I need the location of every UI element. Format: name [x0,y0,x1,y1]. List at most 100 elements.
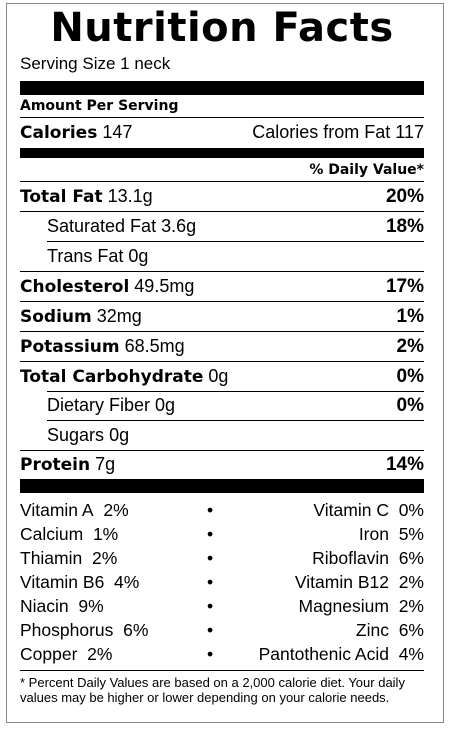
vitamin-value: 2% [398,596,424,616]
nutrient-amount: 49.5mg [134,276,195,296]
divider [20,331,424,332]
daily-value-header: % Daily Value* [309,162,424,178]
nutrient-dv: 20% [385,186,424,207]
divider [20,361,424,362]
divider [20,271,424,272]
nutrient-amount: 0g [208,366,229,386]
nutrient-row-potassium: Potassium 68.5mg 2% [20,332,424,361]
nutrient-dv: 0% [396,395,424,416]
divider [20,117,424,118]
nutrient-amount: 13.1g [107,186,153,206]
nutrient-name: Cholesterol [20,277,130,297]
nutrient-row-trans-fat: Trans Fat 0g [20,242,424,271]
nutrient-name: Dietary Fiber [47,395,151,415]
vitamin-value: 1% [92,524,119,544]
nutrient-name: Protein [20,455,91,475]
medium-divider [20,148,424,158]
vitamin-name: Vitamin B6 [20,572,105,592]
nutrient-amount: 68.5mg [124,336,185,356]
vitamin-value: 0% [398,500,424,520]
vitamin-name: Phosphorus [20,620,114,640]
nutrient-dv: 14% [385,454,424,475]
serving-size: Serving Size 1 neck [20,54,171,73]
nutrient-dv: 1% [396,306,424,327]
divider [47,420,424,421]
calories-value: 147 [102,122,133,142]
vitamin-row: Niacin 9% • Magnesium 2% [20,594,424,618]
nutrient-name: Sugars [47,425,105,445]
divider [47,391,424,392]
divider [20,301,424,302]
vitamin-name: Pantothenic Acid [258,644,389,664]
thick-divider [20,81,424,95]
vitamin-name: Iron [358,524,389,544]
vitamin-value: 9% [78,596,104,616]
vitamin-name: Zinc [355,620,389,640]
bullet-separator: • [207,500,214,520]
vitamin-row: Phosphorus 6% • Zinc 6% [20,618,424,642]
nutrient-name: Potassium [20,337,120,357]
vitamin-value: 2% [398,572,424,592]
nutrient-row-protein: Protein 7g 14% [20,450,424,479]
nutrient-name: Total Carbohydrate [20,367,204,387]
divider [20,211,424,212]
bullet-separator: • [207,644,214,664]
bullet-separator: • [207,524,214,544]
nutrient-row-dietary-fiber: Dietary Fiber 0g 0% [20,391,424,420]
nutrient-name: Trans Fat [47,246,124,266]
vitamin-name: Calcium [20,524,84,544]
vitamin-row: Vitamin B6 4% • Vitamin B12 2% [20,570,424,594]
nutrient-amount: 0g [109,425,130,445]
vitamin-value: 4% [114,572,140,592]
nutrient-row-total-carbohydrate: Total Carbohydrate 0g 0% [20,362,424,391]
vitamin-value: 2% [91,548,118,568]
footnote: * Percent Daily Values are based on a 2,… [20,675,405,705]
divider [20,450,424,451]
nutrient-dv: 0% [396,366,424,387]
vitamin-name: Thiamin [20,548,83,568]
vitamin-value: 6% [398,548,424,568]
calories-row: Calories 147 Calories from Fat 117 [20,118,424,147]
label-title: Nutrition Facts [50,5,394,51]
nutrient-name: Sodium [20,307,92,327]
nutrient-amount: 7g [95,454,116,474]
nutrition-label: Nutrition Facts Serving Size 1 neck Amou… [6,3,444,723]
daily-value-header-row: % Daily Value* [20,159,424,181]
nutrient-row-total-fat: Total Fat 13.1g 20% [20,182,424,211]
nutrient-row-sodium: Sodium 32mg 1% [20,302,424,331]
bullet-separator: • [207,572,214,592]
nutrient-amount: 0g [155,395,176,415]
vitamin-name: Riboflavin [312,548,389,568]
nutrient-name: Saturated Fat [47,216,157,236]
nutrient-amount: 0g [128,246,149,266]
vitamin-row: Calcium 1% • Iron 5% [20,522,424,546]
vitamin-name: Vitamin B12 [294,572,389,592]
bullet-separator: • [207,596,214,616]
bullet-separator: • [207,548,214,568]
vitamin-value: 5% [398,524,424,544]
bullet-separator: • [207,620,214,640]
nutrient-amount: 3.6g [161,216,197,236]
divider [20,181,424,182]
vitamin-name: Vitamin C [313,500,389,520]
vitamin-value: 6% [398,620,424,640]
nutrient-amount: 32mg [96,306,142,326]
vitamin-name: Vitamin A [20,500,94,520]
vitamin-name: Magnesium [298,596,389,616]
vitamin-name: Niacin [20,596,69,616]
calories-label: Calories [20,123,98,143]
nutrient-name: Total Fat [20,187,103,207]
thick-divider [20,479,424,493]
vitamin-row: Vitamin A 2% • Vitamin C 0% [20,498,424,522]
calories-from-fat: Calories from Fat 117 [252,122,424,142]
nutrient-row-sugars: Sugars 0g [20,421,424,450]
nutrient-row-saturated-fat: Saturated Fat 3.6g 18% [20,212,424,241]
vitamin-value: 2% [87,644,113,664]
nutrient-dv: 2% [396,336,424,357]
vitamin-row: Thiamin 2% • Riboflavin 6% [20,546,424,570]
vitamin-name: Copper [20,644,78,664]
vitamin-value: 2% [103,500,129,520]
nutrient-dv: 18% [385,216,424,237]
nutrient-dv: 17% [385,276,424,297]
divider [47,241,424,242]
